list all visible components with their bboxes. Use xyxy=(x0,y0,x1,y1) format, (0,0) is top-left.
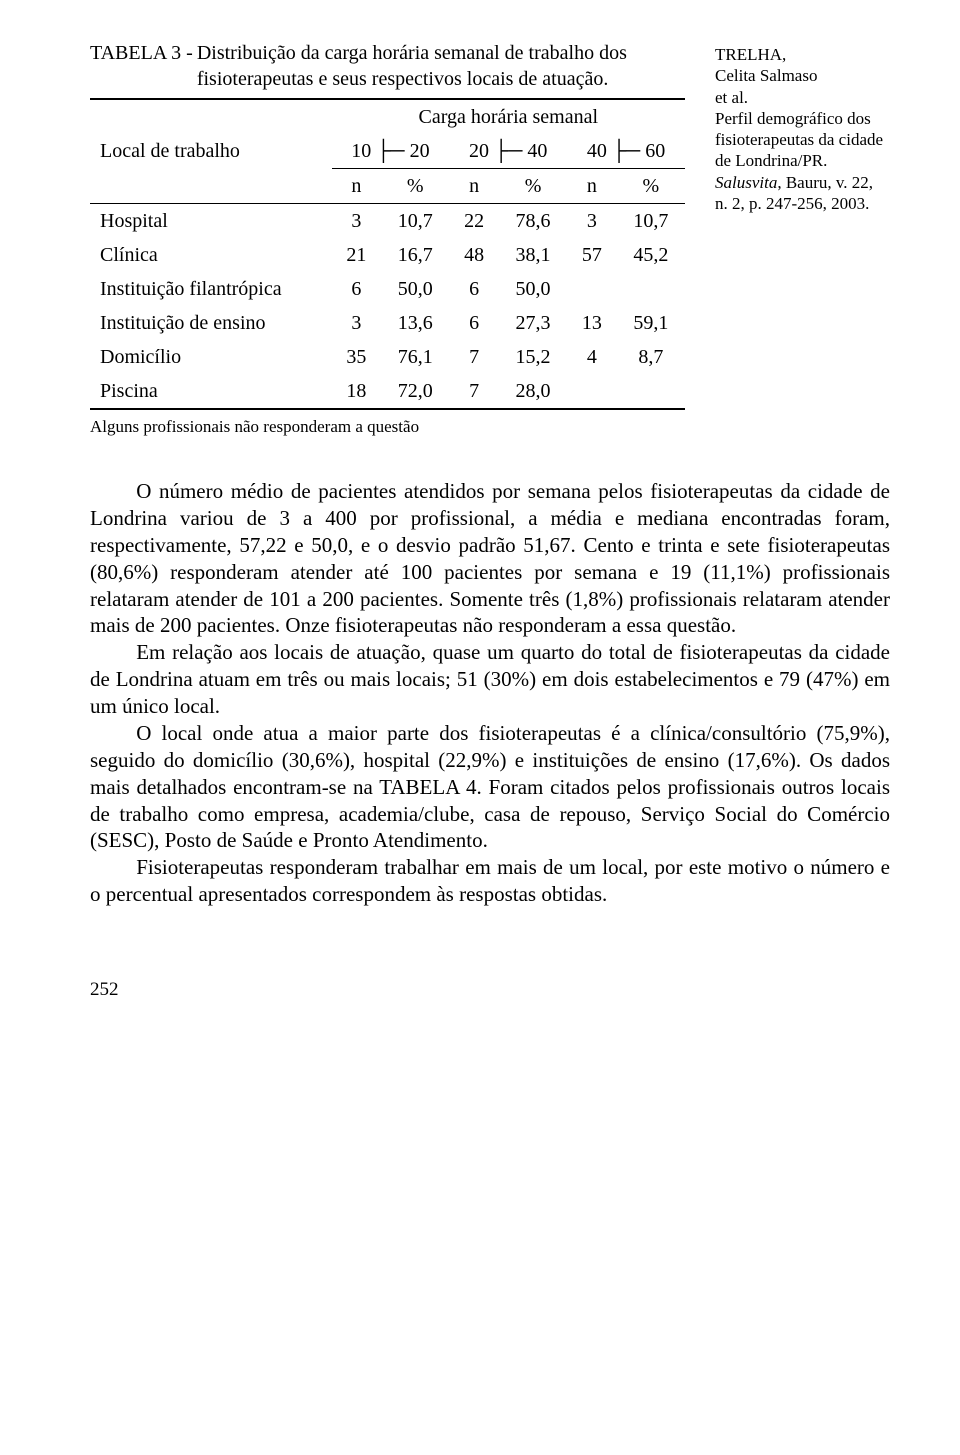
cell: 6 xyxy=(332,272,382,306)
cell: 15,2 xyxy=(499,340,567,374)
citation-sidebar: TRELHA, Celita Salmaso et al. Perfil dem… xyxy=(715,40,890,214)
cell: 13 xyxy=(567,306,617,340)
cell: 16,7 xyxy=(381,238,449,272)
cell: 18 xyxy=(332,374,382,409)
sidebar-title: Perfil demográfico dos fisioterapeutas d… xyxy=(715,109,883,171)
cell: 38,1 xyxy=(499,238,567,272)
table-row: Hospital 3 10,7 22 78,6 3 10,7 xyxy=(90,204,685,239)
table-row: Piscina 18 72,0 7 28,0 xyxy=(90,374,685,409)
table-caption-label: TABELA 3 - xyxy=(90,40,193,66)
table-footnote: Alguns profissionais não responderam a q… xyxy=(90,416,685,438)
cell: 8,7 xyxy=(617,340,685,374)
cell: 7 xyxy=(449,340,499,374)
cell xyxy=(567,374,617,409)
cell: 27,3 xyxy=(499,306,567,340)
cell: 48 xyxy=(449,238,499,272)
table-row: Clínica 21 16,7 48 38,1 57 45,2 xyxy=(90,238,685,272)
col-header-range1: 10 ├─ 20 xyxy=(332,134,450,169)
cell: 6 xyxy=(449,306,499,340)
cell: 13,6 xyxy=(381,306,449,340)
cell xyxy=(617,272,685,306)
table-block: TABELA 3 - Distribuição da carga horária… xyxy=(90,40,685,438)
body-text: O número médio de pacientes atendidos po… xyxy=(90,478,890,908)
paragraph: Fisioterapeutas responderam trabalhar em… xyxy=(90,854,890,908)
cell: 57 xyxy=(567,238,617,272)
cell: 4 xyxy=(567,340,617,374)
cell: 3 xyxy=(332,204,382,239)
table-row: Instituição filantrópica 6 50,0 6 50,0 xyxy=(90,272,685,306)
table-caption: TABELA 3 - Distribuição da carga horária… xyxy=(90,40,685,92)
cell: 45,2 xyxy=(617,238,685,272)
cell: 78,6 xyxy=(499,204,567,239)
col-header-range3: 40 ├─ 60 xyxy=(567,134,685,169)
sub-pct: % xyxy=(617,169,685,204)
cell: 6 xyxy=(449,272,499,306)
data-table: Carga horária semanal Local de trabalho … xyxy=(90,98,685,410)
row-label: Hospital xyxy=(90,204,332,239)
cell: 28,0 xyxy=(499,374,567,409)
sub-n: n xyxy=(449,169,499,204)
cell: 10,7 xyxy=(617,204,685,239)
sidebar-journal: Salusvita xyxy=(715,173,777,192)
col-header-local: Local de trabalho xyxy=(90,134,332,169)
row-label: Instituição de ensino xyxy=(90,306,332,340)
sub-pct: % xyxy=(499,169,567,204)
sub-n: n xyxy=(332,169,382,204)
row-label: Clínica xyxy=(90,238,332,272)
cell: 10,7 xyxy=(381,204,449,239)
cell: 35 xyxy=(332,340,382,374)
sub-n: n xyxy=(567,169,617,204)
table-row: Instituição de ensino 3 13,6 6 27,3 13 5… xyxy=(90,306,685,340)
page-number: 252 xyxy=(90,978,890,1003)
cell: 72,0 xyxy=(381,374,449,409)
table-caption-text: Distribuição da carga horária semanal de… xyxy=(193,40,685,92)
paragraph: Em relação aos locais de atuação, quase … xyxy=(90,639,890,720)
cell: 50,0 xyxy=(499,272,567,306)
cell xyxy=(617,374,685,409)
sidebar-authors: TRELHA, Celita Salmaso et al. xyxy=(715,45,817,107)
paragraph: O número médio de pacientes atendidos po… xyxy=(90,478,890,639)
row-label: Domicílio xyxy=(90,340,332,374)
row-label: Instituição filantrópica xyxy=(90,272,332,306)
sub-pct: % xyxy=(381,169,449,204)
cell: 50,0 xyxy=(381,272,449,306)
cell: 3 xyxy=(332,306,382,340)
top-row: TABELA 3 - Distribuição da carga horária… xyxy=(90,40,890,438)
col-header-range2: 20 ├─ 40 xyxy=(449,134,567,169)
cell: 21 xyxy=(332,238,382,272)
table-super-header: Carga horária semanal xyxy=(332,99,685,134)
cell: 3 xyxy=(567,204,617,239)
paragraph: O local onde atua a maior parte dos fisi… xyxy=(90,720,890,854)
table-row: Domicílio 35 76,1 7 15,2 4 8,7 xyxy=(90,340,685,374)
cell: 7 xyxy=(449,374,499,409)
cell xyxy=(567,272,617,306)
cell: 76,1 xyxy=(381,340,449,374)
cell: 22 xyxy=(449,204,499,239)
row-label: Piscina xyxy=(90,374,332,409)
cell: 59,1 xyxy=(617,306,685,340)
